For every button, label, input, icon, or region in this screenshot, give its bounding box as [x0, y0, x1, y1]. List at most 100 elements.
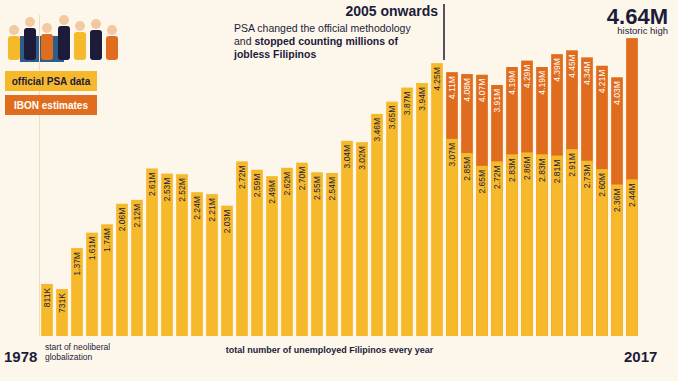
data-label: 3.65M: [387, 106, 397, 130]
y-axis-line: [39, 15, 40, 336]
bar: [221, 206, 233, 336]
bar: [416, 83, 428, 336]
bar: [626, 179, 638, 336]
bar: [326, 173, 338, 336]
data-label: 2.55M: [312, 176, 322, 200]
bar: [71, 248, 83, 336]
data-label: 3.91M: [492, 89, 502, 113]
bar: [611, 184, 623, 336]
bar: [596, 66, 608, 336]
data-label: 3.46M: [372, 118, 382, 142]
legend: official PSA dataIBON estimates: [5, 71, 97, 115]
bar: [596, 169, 608, 336]
person-body: [74, 32, 86, 60]
bars: [41, 38, 638, 336]
data-label: 2.73M: [582, 165, 592, 189]
bar: [551, 156, 563, 336]
data-label: 2.65M: [477, 170, 487, 194]
legend-swatch: [5, 95, 97, 115]
data-label: 2.44M: [627, 183, 637, 207]
person-head: [75, 21, 85, 31]
data-label: 1.74M: [102, 228, 112, 252]
data-labels: 811K731K1.37M1.61M1.74M2.06M2.12M2.61M2.…: [42, 4, 668, 313]
person-head: [59, 15, 69, 25]
people-icons: [8, 15, 118, 62]
data-label: 2.70M: [297, 167, 307, 191]
bar: [461, 153, 473, 336]
data-label: 4.45M: [567, 54, 577, 78]
bar: [356, 142, 368, 336]
bar: [611, 77, 623, 336]
chart-svg: 811K731K1.37M1.61M1.74M2.06M2.12M2.61M2.…: [0, 0, 678, 381]
person-body: [90, 30, 102, 60]
data-label: 4.21M: [597, 70, 607, 94]
bar: [161, 174, 173, 336]
data-label: 2.21M: [207, 198, 217, 222]
person-head: [9, 25, 19, 35]
data-label: 2.83M: [537, 158, 547, 182]
annotation-line: [443, 4, 445, 60]
bar: [386, 102, 398, 336]
person-body: [41, 34, 53, 60]
data-label: 4.08M: [462, 78, 472, 102]
data-label: 3.04M: [342, 145, 352, 169]
data-label: 4.07M: [477, 79, 487, 103]
data-label: 4.03M: [612, 81, 622, 105]
bar: [401, 88, 413, 336]
data-label: 4.19M: [507, 71, 517, 95]
bar: [371, 114, 383, 336]
data-label: 2.85M: [462, 157, 472, 181]
bar: [581, 161, 593, 336]
data-label: 4.19M: [537, 71, 547, 95]
bar: [491, 85, 503, 336]
data-label: 4.25M: [432, 67, 442, 91]
bar: [341, 141, 353, 336]
bar: [506, 67, 518, 336]
person-head: [91, 19, 101, 29]
bar: [131, 200, 143, 336]
data-label: 2.03M: [222, 210, 232, 234]
legend-label: official PSA data: [12, 76, 91, 87]
data-label: 2.91M: [567, 153, 577, 177]
person-body: [58, 26, 70, 60]
data-label: 2.61M: [147, 172, 157, 196]
data-label: 3.02M: [357, 146, 367, 170]
bar: [536, 154, 548, 336]
data-label: 2.24M: [192, 196, 202, 220]
bar: [206, 194, 218, 336]
bar: [191, 192, 203, 336]
data-label: 2.52M: [177, 178, 187, 202]
data-label: 2.49M: [267, 180, 277, 204]
data-label: 811K: [42, 288, 52, 308]
bar: [446, 139, 458, 336]
bar: [566, 50, 578, 336]
data-label: 2.53M: [162, 178, 172, 202]
bar: [176, 174, 188, 336]
annotation-heading: 2005 onwards: [345, 3, 438, 19]
bar: [56, 289, 68, 336]
bar: [146, 168, 158, 336]
bar: [461, 74, 473, 336]
data-label: 2.36M: [612, 188, 622, 212]
data-label: 4.39M: [552, 58, 562, 82]
data-label: 731K: [57, 293, 67, 313]
bar: [431, 63, 443, 336]
legend-swatch: [5, 71, 97, 91]
person-head: [42, 23, 52, 33]
person-body: [106, 36, 118, 60]
bar: [116, 204, 128, 336]
data-label: 2.60M: [597, 173, 607, 197]
bar: [266, 176, 278, 336]
data-label: 2.81M: [552, 160, 562, 184]
data-label: 2.62M: [282, 172, 292, 196]
bar: [581, 57, 593, 336]
data-label: 3.87M: [402, 92, 412, 116]
data-label: 1.61M: [87, 237, 97, 261]
person-body: [8, 36, 20, 60]
data-label: 2.72M: [237, 165, 247, 189]
annotation-historic: historic high: [617, 25, 668, 36]
annotation-start: start of neoliberal globalization: [45, 342, 135, 362]
data-label: 2.72M: [492, 165, 502, 189]
data-label: 3.07M: [447, 143, 457, 167]
x-tick-label: 1978: [4, 348, 37, 365]
